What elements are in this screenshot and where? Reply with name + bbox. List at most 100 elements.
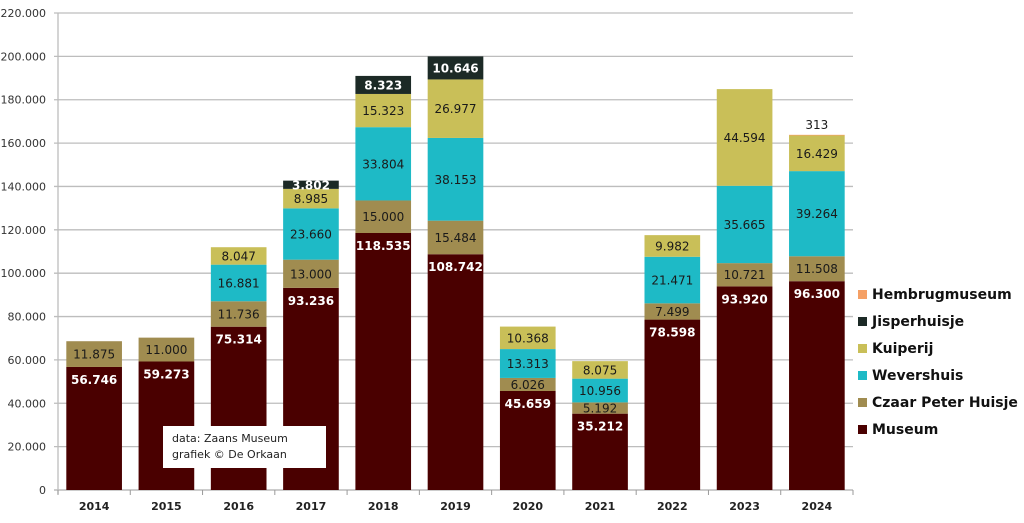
- legend: Hembrugmuseum Jisperhuisje Kuiperij Weversh…: [858, 281, 1018, 443]
- y-tick-label: 120.000: [1, 224, 47, 237]
- data-label-kuiperij: 26.977: [435, 102, 477, 116]
- bar-segment-czaar-peter-huisje: [283, 259, 339, 288]
- x-tick-label: 2014: [79, 500, 110, 513]
- y-tick-label: 60.000: [8, 354, 47, 367]
- y-tick-label: 220.000: [1, 7, 47, 20]
- y-tick-label: 200.000: [1, 50, 47, 63]
- bar-segment-museum: [789, 281, 845, 490]
- bar-segment-kuiperij: [716, 89, 773, 186]
- bar-stack-2018: 118.535 15.000 33.804 15.323 8.323: [355, 75, 412, 490]
- bar-segment-czaar-peter-huisje: [66, 341, 122, 367]
- bar-segment-czaar-peter-huisje: [644, 303, 701, 320]
- bar-segment-museum: [355, 232, 412, 490]
- bar-segment-museum: [644, 319, 701, 490]
- legend-swatch-jisperhuisje: [858, 317, 867, 326]
- y-tick-label: 20.000: [8, 441, 47, 454]
- data-label-wevershuis: 16.881: [218, 276, 260, 290]
- bar-segment-kuiperij: [572, 361, 628, 379]
- data-label-kuiperij: 16.429: [796, 147, 838, 161]
- data-label-czaar-peter-huisje: 7.499: [655, 305, 689, 319]
- bar-segment-museum: [427, 254, 484, 490]
- legend-item-museum: Museum: [858, 416, 1018, 443]
- bar-stack-2023: 93.920 10.721 35.665 44.594: [716, 89, 773, 490]
- bar-segment-museum: [66, 366, 122, 490]
- bar-segment-czaar-peter-huisje: [210, 301, 267, 327]
- data-label-kuiperij: 15.323: [362, 104, 404, 118]
- bar-segment-wevershuis: [355, 127, 412, 201]
- data-label-kuiperij: 8.075: [583, 363, 617, 377]
- data-label-museum: 56.746: [71, 373, 117, 387]
- bar-segment-wevershuis: [499, 349, 556, 378]
- bars: 56.746 11.875 59.273 11.000 75.314 11.736 16.8…: [66, 56, 845, 490]
- bar-segment-czaar-peter-huisje: [789, 256, 845, 282]
- bar-segment-jisperhuisje: [283, 180, 339, 189]
- data-label-hembrugmuseum: 313: [805, 118, 828, 132]
- data-label-kuiperij: 44.594: [724, 131, 766, 145]
- bar-stack-2014: 56.746 11.875: [66, 341, 122, 490]
- bar-segment-wevershuis: [716, 185, 773, 264]
- legend-item-wevershuis: Wevershuis: [858, 362, 1018, 389]
- y-tick-label: 100.000: [1, 267, 47, 280]
- bar-segment-kuiperij: [283, 188, 339, 209]
- bar-segment-wevershuis: [283, 208, 339, 260]
- legend-swatch-museum: [858, 425, 867, 434]
- data-label-czaar-peter-huisje: 11.736: [218, 307, 260, 321]
- bar-segment-jisperhuisje: [427, 56, 484, 80]
- bar-segment-czaar-peter-huisje: [572, 402, 628, 414]
- legend-label-wevershuis: Wevershuis: [872, 367, 964, 384]
- bar-segment-museum: [499, 391, 556, 490]
- bar-segment-kuiperij: [427, 79, 484, 138]
- y-tick-label: 0: [39, 484, 46, 497]
- bar-segment-kuiperij: [355, 93, 412, 128]
- bar-segment-wevershuis: [644, 256, 701, 304]
- x-tick-label: 2022: [657, 500, 688, 513]
- data-label-museum: 93.920: [721, 292, 767, 306]
- data-label-wevershuis: 33.804: [362, 157, 404, 171]
- data-label-czaar-peter-huisje: 13.000: [290, 267, 332, 281]
- data-label-museum: 35.212: [577, 420, 623, 434]
- data-label-museum: 78.598: [649, 326, 695, 340]
- bar-stack-2022: 78.598 7.499 21.471 9.982: [644, 235, 701, 490]
- legend-item-czaar-peter-huisje: Czaar Peter Huisje: [858, 389, 1018, 416]
- legend-swatch-kuiperij: [858, 344, 867, 353]
- bar-segment-czaar-peter-huisje: [716, 263, 773, 287]
- bar-segment-czaar-peter-huisje: [138, 337, 195, 362]
- y-tick-label: 80.000: [8, 311, 47, 324]
- data-label-czaar-peter-huisje: 11.508: [796, 262, 838, 276]
- bar-segment-museum: [716, 286, 773, 490]
- y-tick-label: 160.000: [1, 137, 47, 150]
- data-label-czaar-peter-huisje: 11.000: [145, 343, 187, 357]
- bar-segment-kuiperij: [789, 135, 845, 172]
- data-label-wevershuis: 10.956: [579, 384, 621, 398]
- x-tick-label: 2017: [296, 500, 327, 513]
- legend-item-kuiperij: Kuiperij: [858, 335, 1018, 362]
- data-label-wevershuis: 38.153: [435, 173, 477, 187]
- data-label-jisperhuisje: 3.802: [292, 178, 330, 192]
- bar-stack-2015: 59.273 11.000: [138, 337, 195, 490]
- data-label-jisperhuisje: 10.646: [432, 61, 478, 75]
- legend-swatch-hembrugmuseum: [858, 290, 867, 299]
- x-tick-label: 2016: [223, 500, 254, 513]
- data-label-museum: 45.659: [505, 397, 551, 411]
- data-label-kuiperij: 10.368: [507, 331, 549, 345]
- data-label-wevershuis: 21.471: [651, 274, 693, 288]
- x-tick-label: 2020: [512, 500, 543, 513]
- legend-swatch-czaar-peter-huisje: [858, 398, 867, 407]
- data-label-jisperhuisje: 8.323: [364, 78, 402, 92]
- bar-segment-jisperhuisje: [355, 75, 412, 94]
- data-label-czaar-peter-huisje: 6.026: [511, 378, 545, 392]
- bar-segment-czaar-peter-huisje: [427, 220, 484, 255]
- bar-segment-museum: [138, 361, 195, 490]
- data-label-museum: 59.273: [143, 367, 189, 381]
- data-label-wevershuis: 39.264: [796, 207, 838, 221]
- x-tick-label: 2018: [368, 500, 399, 513]
- legend-label-jisperhuisje: Jisperhuisje: [872, 313, 965, 330]
- legend-label-kuiperij: Kuiperij: [872, 340, 934, 357]
- data-label-czaar-peter-huisje: 15.000: [362, 210, 404, 224]
- legend-label-czaar-peter-huisje: Czaar Peter Huisje: [872, 394, 1018, 411]
- data-label-wevershuis: 35.665: [724, 218, 766, 232]
- data-label-museum: 96.300: [794, 287, 840, 301]
- data-label-museum: 108.742: [428, 260, 483, 274]
- bar-segment-wevershuis: [210, 264, 267, 302]
